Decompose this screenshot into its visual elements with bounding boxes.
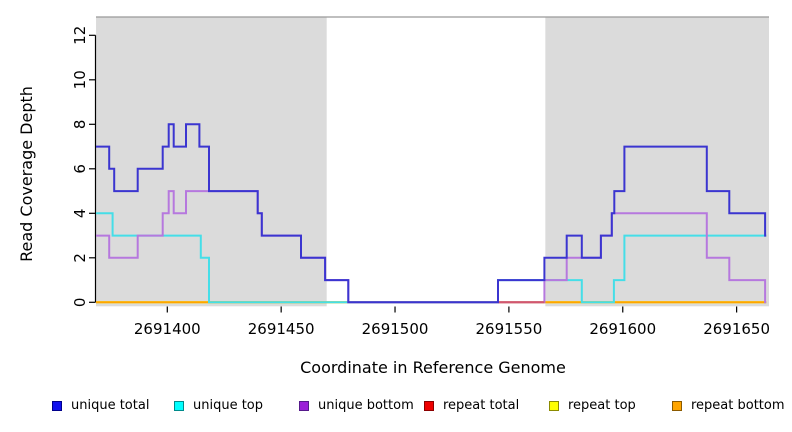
legend-item-repeat-top: repeat top [549, 398, 636, 413]
series-line-unique-total [96, 123, 767, 304]
x-tick-label: 2691450 [248, 320, 315, 338]
legend-label: unique bottom [318, 398, 414, 413]
legend-item-repeat-total: repeat total [424, 398, 519, 413]
y-axis-label: Read Coverage Depth [16, 86, 36, 262]
legend-swatch-repeat-total [424, 400, 434, 411]
repeat-region-shading [545, 17, 769, 307]
legend-label: unique total [71, 398, 150, 413]
legend-label: repeat top [568, 398, 636, 413]
legend-item-unique-top: unique top [174, 398, 263, 413]
legend-swatch-unique-total [52, 400, 62, 411]
legend-item-unique-total: unique total [52, 398, 149, 413]
x-tick-label: 2691500 [362, 320, 429, 338]
y-tick-label: 8 [71, 120, 89, 130]
x-axis-label: Coordinate in Reference Genome [300, 358, 566, 377]
legend-item-unique-bottom: unique bottom [299, 398, 414, 413]
chart-legend: unique total unique top unique bottom repea… [0, 398, 792, 420]
legend-swatch-repeat-top [549, 400, 559, 411]
y-tick-label: 2 [71, 253, 89, 263]
legend-item-repeat-bottom: repeat bottom [672, 398, 785, 413]
y-tick-label: 12 [71, 26, 89, 45]
legend-label: unique top [193, 398, 264, 413]
x-tick-label: 2691550 [475, 320, 542, 338]
y-tick-label: 4 [71, 209, 89, 219]
y-tick-label: 0 [71, 298, 89, 308]
legend-swatch-repeat-bottom [672, 400, 682, 411]
legend-swatch-unique-bottom [299, 400, 309, 411]
legend-label: repeat bottom [691, 398, 785, 413]
legend-label: repeat total [443, 398, 520, 413]
repeat-region-shading [96, 17, 327, 307]
x-tick-label: 2691650 [703, 320, 770, 338]
x-tick-label: 2691600 [589, 320, 656, 338]
x-tick-label: 2691400 [134, 320, 201, 338]
y-tick-label: 6 [71, 164, 89, 174]
y-tick-label: 10 [71, 70, 89, 89]
legend-swatch-unique-top [174, 400, 184, 411]
